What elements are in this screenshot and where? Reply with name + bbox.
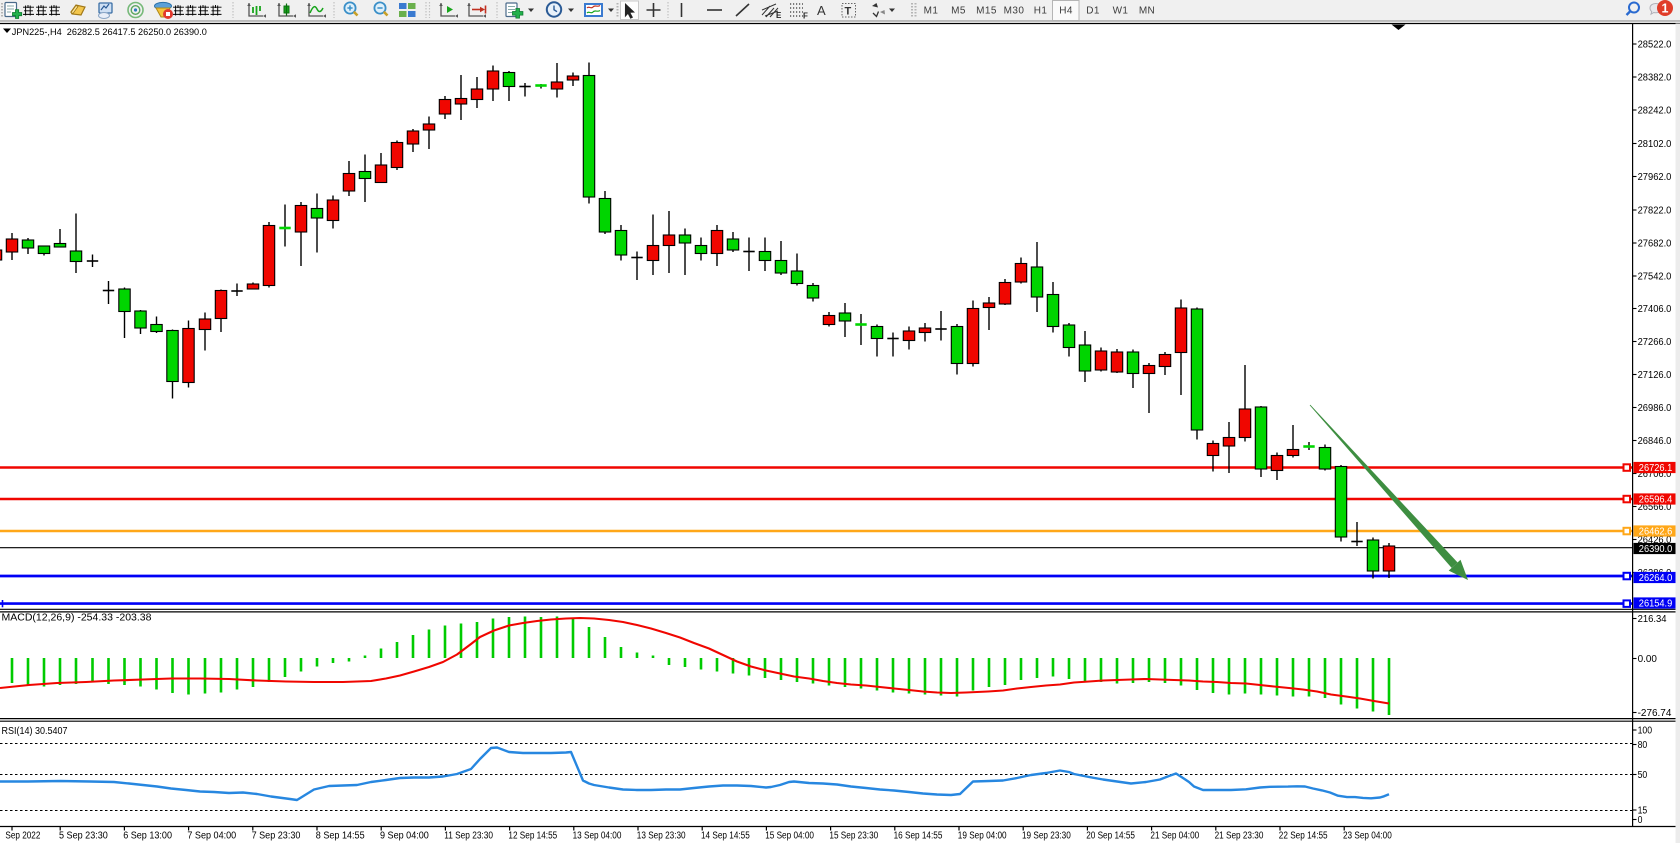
svg-text:D1: D1 [1086, 6, 1100, 17]
svg-text:19 Sep 23:30: 19 Sep 23:30 [1022, 831, 1071, 842]
svg-text:RSI(14) 30.5407: RSI(14) 30.5407 [2, 726, 68, 737]
svg-text:21 Sep 04:00: 21 Sep 04:00 [1150, 831, 1199, 842]
svg-text:27542.0: 27542.0 [1638, 272, 1672, 283]
svg-text:7 Sep 23:30: 7 Sep 23:30 [252, 831, 301, 842]
svg-text:16 Sep 14:55: 16 Sep 14:55 [894, 831, 943, 842]
svg-text:26846.0: 26846.0 [1638, 436, 1672, 447]
svg-text:22 Sep 14:55: 22 Sep 14:55 [1279, 831, 1328, 842]
svg-text:F: F [803, 12, 808, 21]
svg-text:15 Sep 04:00: 15 Sep 04:00 [765, 831, 814, 842]
svg-text:27126.0: 27126.0 [1638, 370, 1672, 381]
svg-text:13 Sep 04:00: 13 Sep 04:00 [573, 831, 622, 842]
svg-text:A: A [817, 3, 826, 18]
svg-text:6 Sep 13:00: 6 Sep 13:00 [123, 831, 172, 842]
svg-text:216.34: 216.34 [1638, 614, 1667, 625]
svg-text:26264.0: 26264.0 [1639, 573, 1673, 584]
svg-text:15 Sep 23:30: 15 Sep 23:30 [829, 831, 878, 842]
svg-text:80: 80 [1638, 740, 1648, 751]
svg-text:MN: MN [1139, 6, 1155, 17]
svg-text:M1: M1 [924, 6, 939, 17]
svg-text:H4: H4 [1059, 6, 1073, 17]
svg-text:E: E [776, 11, 782, 20]
svg-text:27266.0: 27266.0 [1638, 337, 1672, 348]
svg-text:27962.0: 27962.0 [1638, 172, 1672, 183]
svg-text:8 Sep 14:55: 8 Sep 14:55 [316, 831, 365, 842]
svg-text:MACD(12,26,9) -254.33 -203.38: MACD(12,26,9) -254.33 -203.38 [2, 613, 153, 624]
svg-text:26426.0: 26426.0 [1638, 535, 1672, 546]
svg-text:H1: H1 [1034, 6, 1048, 17]
svg-text:Sep 2022: Sep 2022 [5, 831, 40, 842]
svg-text:12 Sep 14:55: 12 Sep 14:55 [508, 831, 557, 842]
svg-text:M15: M15 [976, 6, 997, 17]
svg-text:26726.1: 26726.1 [1639, 463, 1673, 474]
svg-text:15: 15 [1638, 806, 1648, 817]
svg-text:19 Sep 04:00: 19 Sep 04:00 [958, 831, 1007, 842]
svg-text:T: T [845, 6, 852, 18]
svg-text:26986.0: 26986.0 [1638, 403, 1672, 414]
svg-text:28522.0: 28522.0 [1638, 40, 1672, 51]
svg-text:20 Sep 14:55: 20 Sep 14:55 [1086, 831, 1135, 842]
svg-text:M30: M30 [1004, 6, 1025, 17]
svg-text:28242.0: 28242.0 [1638, 106, 1672, 117]
svg-text:-276.74: -276.74 [1638, 708, 1672, 719]
svg-text:26390.0: 26390.0 [1639, 544, 1673, 555]
svg-text:27682.0: 27682.0 [1638, 239, 1672, 250]
svg-text:1: 1 [1662, 2, 1669, 16]
svg-text:27822.0: 27822.0 [1638, 206, 1672, 217]
svg-text:M5: M5 [951, 6, 966, 17]
svg-text:28102.0: 28102.0 [1638, 139, 1672, 150]
svg-text:21 Sep 23:30: 21 Sep 23:30 [1215, 831, 1264, 842]
svg-text:26706.0: 26706.0 [1638, 469, 1672, 480]
svg-text:100: 100 [1638, 726, 1653, 737]
svg-text:50: 50 [1638, 770, 1648, 781]
svg-text:W1: W1 [1113, 6, 1129, 17]
svg-text:26462.6: 26462.6 [1639, 527, 1673, 538]
svg-text:9 Sep 04:00: 9 Sep 04:00 [380, 831, 429, 842]
svg-text:26566.0: 26566.0 [1638, 502, 1672, 513]
svg-text:JPN225-,H4 26282.5 26417.5 26: JPN225-,H4 26282.5 26417.5 26250.0 26390… [12, 27, 207, 38]
svg-text:7 Sep 04:00: 7 Sep 04:00 [187, 831, 236, 842]
svg-text:14 Sep 14:55: 14 Sep 14:55 [701, 831, 750, 842]
svg-text:26596.4: 26596.4 [1639, 495, 1673, 506]
svg-text:26154.9: 26154.9 [1639, 599, 1673, 610]
svg-text:0: 0 [1638, 815, 1643, 826]
svg-text:28382.0: 28382.0 [1638, 73, 1672, 84]
svg-text:13 Sep 23:30: 13 Sep 23:30 [637, 831, 686, 842]
svg-text:23 Sep 04:00: 23 Sep 04:00 [1343, 831, 1392, 842]
svg-text:11 Sep 23:30: 11 Sep 23:30 [444, 831, 493, 842]
svg-text:0.00: 0.00 [1638, 654, 1658, 665]
svg-text:5 Sep 23:30: 5 Sep 23:30 [59, 831, 108, 842]
svg-text:27406.0: 27406.0 [1638, 304, 1672, 315]
